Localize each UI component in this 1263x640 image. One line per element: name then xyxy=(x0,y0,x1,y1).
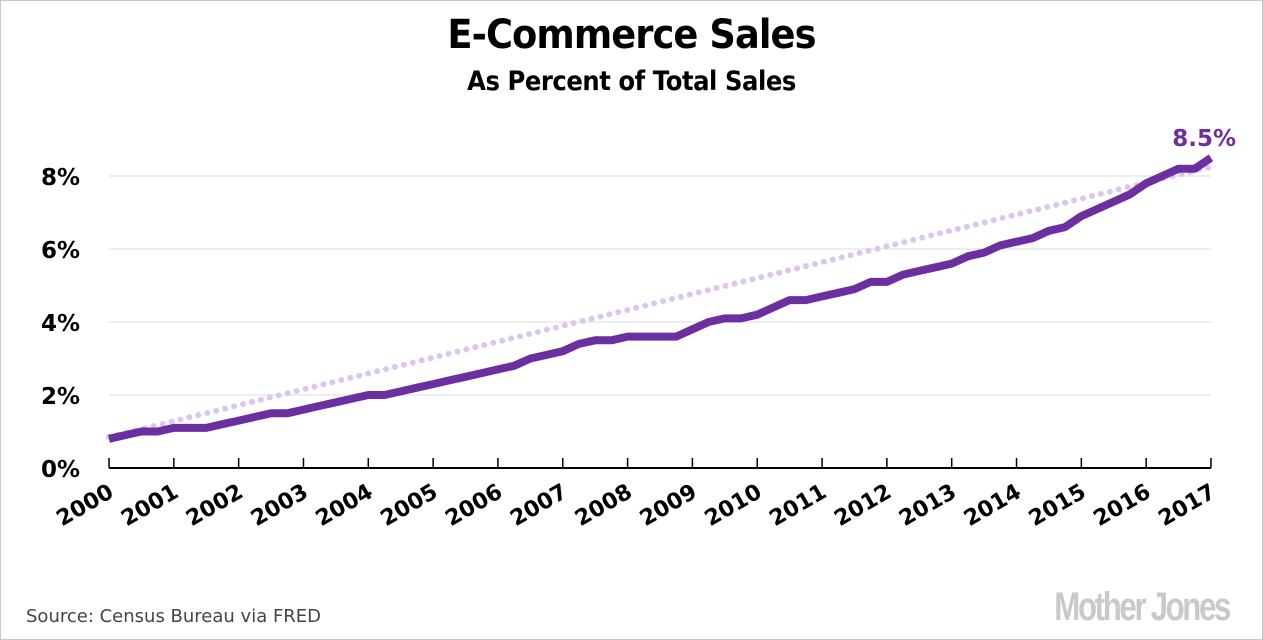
x-tick-label: 2015 xyxy=(1025,480,1091,532)
x-tick-label: 2005 xyxy=(377,480,443,532)
x-tick-label: 2014 xyxy=(960,480,1026,532)
x-tick-label: 2010 xyxy=(701,480,767,532)
gridlines xyxy=(109,175,1211,396)
x-tick-label: 2007 xyxy=(506,480,572,532)
y-tick-label: 0% xyxy=(41,457,80,483)
x-tick-label: 2016 xyxy=(1090,480,1156,532)
chart-title: E-Commerce Sales xyxy=(447,12,816,58)
x-tick-label: 2009 xyxy=(636,480,702,532)
series-line-path xyxy=(108,154,1214,443)
y-tick-label: 2% xyxy=(41,384,80,410)
y-tick-label: 8% xyxy=(41,165,80,191)
y-tick-label: 6% xyxy=(41,238,80,264)
x-tick-label: 2001 xyxy=(117,480,183,532)
y-tick-label: 4% xyxy=(41,311,80,337)
x-tick-label: 2011 xyxy=(766,480,832,532)
x-tick-label: 2008 xyxy=(571,480,637,532)
mother-jones-logo: Mother Jones xyxy=(1054,585,1231,629)
x-tick-label: 2004 xyxy=(312,480,378,532)
x-tick-label: 2017 xyxy=(1154,480,1220,532)
y-axis-ticks: 0% 2% 4% 6% 8% xyxy=(41,165,80,483)
end-value-label: 8.5% xyxy=(1172,126,1236,152)
x-tick-label: 2000 xyxy=(52,480,118,532)
series-line xyxy=(108,154,1214,443)
chart-subtitle: As Percent of Total Sales xyxy=(467,66,796,97)
trend-line-path xyxy=(106,163,1214,440)
x-tick-label: 2013 xyxy=(895,480,961,532)
x-axis-tick-labels: 2000 2001 2002 2003 2004 2005 2006 2007 2008 2009… xyxy=(52,480,1220,532)
x-tick-label: 2012 xyxy=(830,480,896,532)
x-tick-label: 2006 xyxy=(441,480,507,532)
trend-line xyxy=(106,163,1214,440)
x-axis xyxy=(108,458,1212,469)
x-tick-label: 2003 xyxy=(247,480,313,532)
source-note: Source: Census Bureau via FRED xyxy=(26,606,322,627)
x-tick-label: 2002 xyxy=(182,480,248,532)
